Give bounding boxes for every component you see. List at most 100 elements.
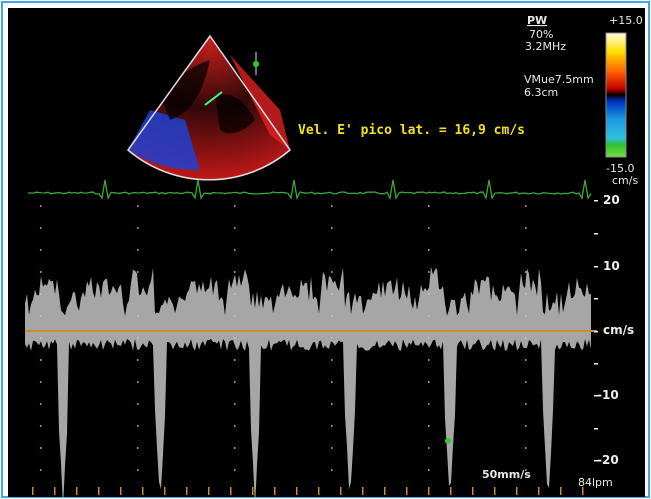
time-tick [54,487,56,495]
timing-dot [234,469,236,471]
scale-tick [594,298,598,300]
timing-dot [234,227,236,229]
time-tick [472,487,474,495]
timing-dot [137,205,139,207]
timing-dot [137,381,139,383]
scale-label: -10 [597,388,619,402]
sample-volume: VMue7.5mm [524,73,594,86]
timing-dot [331,249,333,251]
timing-dot [234,381,236,383]
timing-dot [40,205,42,207]
timing-dot [428,227,430,229]
timing-dot [331,381,333,383]
timing-dot [40,469,42,471]
timing-dot [40,249,42,251]
time-tick [252,487,254,495]
ultrasound-image: PW 70% 3.2MHz VMue7.5mm 6.3cm +15.0 -15.… [0,0,651,499]
timing-dot [525,205,527,207]
scale-tick [594,200,598,202]
timing-dot [525,425,527,427]
time-tick [450,487,452,495]
timing-dot [428,425,430,427]
scale-tick [594,363,598,365]
timing-dot [428,271,430,273]
timing-dot [428,469,430,471]
screen: PW 70% 3.2MHz VMue7.5mm 6.3cm +15.0 -15.… [0,0,651,499]
timing-dot [525,403,527,405]
scale-tick [594,331,598,333]
timing-dot [331,469,333,471]
scale-tick [594,428,598,430]
time-tick [494,487,496,495]
timing-dot [137,447,139,449]
timing-dot [428,249,430,251]
timing-dot [40,381,42,383]
timing-dot [137,403,139,405]
timing-dot [234,403,236,405]
color-bar [606,33,626,157]
scale-label: cm/s [603,323,634,337]
timing-dot [40,271,42,273]
timing-dot [40,425,42,427]
scale-label: -20 [597,453,619,467]
heart-rate: 84lpm [578,476,613,489]
timing-dot [137,249,139,251]
timing-dot [428,447,430,449]
timing-dot [234,249,236,251]
timing-dot [331,403,333,405]
timing-dot [234,359,236,361]
depth: 6.3cm [524,86,558,99]
time-tick [318,487,320,495]
timing-dot [137,227,139,229]
time-tick [362,487,364,495]
timing-dot [428,205,430,207]
timing-dot [137,271,139,273]
time-tick [384,487,386,495]
time-tick [340,487,342,495]
measurement: Vel. E' pico lat. = 16,9 cm/s [298,123,525,138]
time-tick [560,487,562,495]
timing-dot [331,227,333,229]
color-unit: cm/s [612,174,638,187]
timing-dot [234,205,236,207]
time-tick [32,487,34,495]
scale-tick [594,266,598,268]
time-tick [208,487,210,495]
timing-dot [234,271,236,273]
timing-dot [428,403,430,405]
timing-dot [331,447,333,449]
frequency: 3.2MHz [525,40,566,53]
timing-dot [331,205,333,207]
cursor-point [445,438,451,444]
time-tick [142,487,144,495]
timing-dot [137,425,139,427]
timing-dot [525,271,527,273]
color-max: +15.0 [609,14,643,27]
time-tick [406,487,408,495]
timing-dot [428,359,430,361]
timing-dot [234,447,236,449]
time-tick [76,487,78,495]
scale-label: 20 [603,193,620,207]
time-tick [230,487,232,495]
timing-dot [525,447,527,449]
scale-label: 10 [603,259,620,273]
time-tick [516,487,518,495]
timing-dot [525,381,527,383]
time-tick [164,487,166,495]
timing-dot [137,359,139,361]
time-tick [120,487,122,495]
time-tick [296,487,298,495]
timing-dot [525,227,527,229]
timing-dot [525,359,527,361]
timing-dot [40,227,42,229]
timing-dot [40,403,42,405]
mode: PW [527,14,547,27]
timing-dot [331,271,333,273]
time-tick [428,487,430,495]
timing-dot [331,359,333,361]
timing-dot [428,381,430,383]
timing-dot [137,469,139,471]
timing-dot [234,425,236,427]
time-tick [98,487,100,495]
